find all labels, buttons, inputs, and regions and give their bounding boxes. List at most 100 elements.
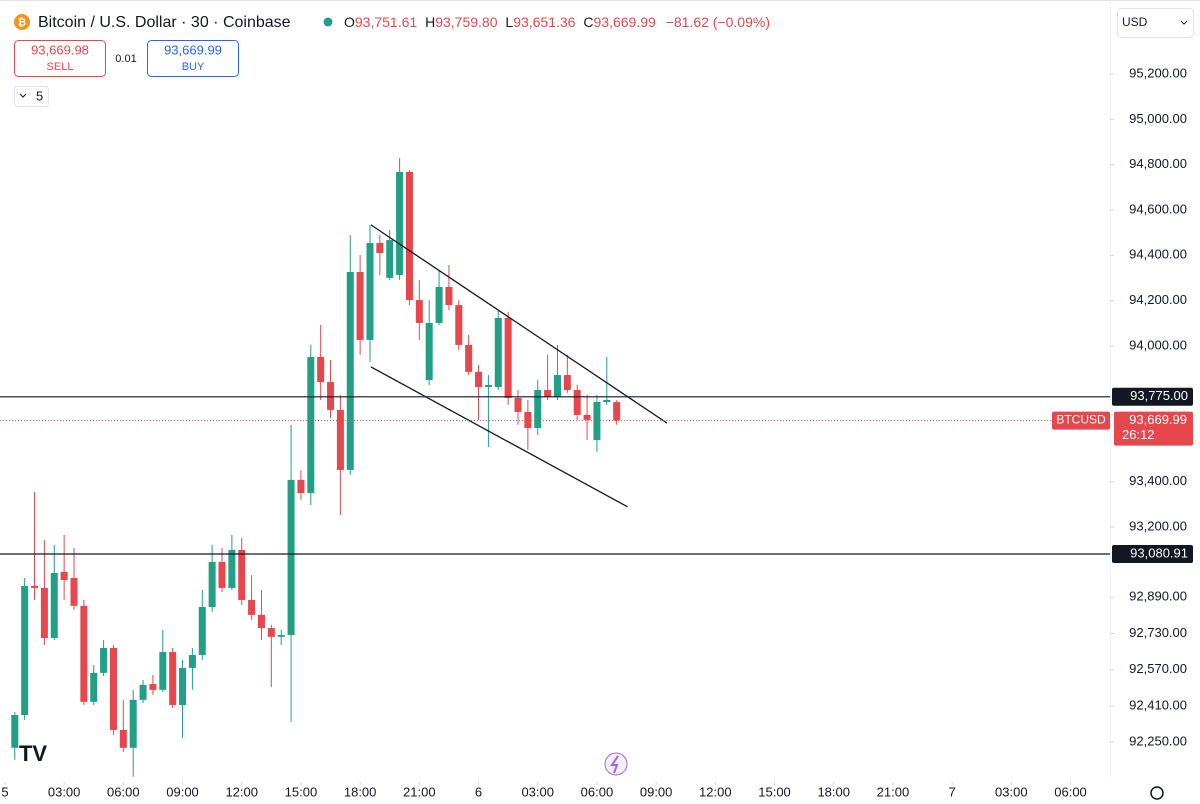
- candle-body: [484, 385, 492, 388]
- logo: TV: [19, 741, 47, 766]
- x-tick-label: 18:00: [344, 784, 377, 799]
- level-label: 93,775.00: [1130, 388, 1188, 403]
- x-tick-label: 03:00: [521, 784, 554, 799]
- dropdown-box[interactable]: [14, 86, 49, 107]
- candle-body: [396, 171, 404, 275]
- settings-icon[interactable]: [1150, 786, 1164, 800]
- sell-button[interactable]: 93,669.98 SELL: [14, 40, 106, 77]
- ohlc-value: 93,751.61: [355, 14, 417, 30]
- interval-dropdown[interactable]: 5: [14, 86, 49, 107]
- candle-body: [50, 572, 58, 638]
- x-tick-label: 15:00: [758, 784, 791, 799]
- candle-body: [188, 654, 196, 668]
- candle-body: [544, 390, 552, 398]
- candle-body: [563, 375, 571, 390]
- chevron[interactable]: [1180, 20, 1188, 25]
- price-box: [1114, 411, 1193, 446]
- symbol-label: BTCUSD: [1056, 413, 1106, 427]
- y-tick-label: 95,000.00: [1129, 111, 1187, 126]
- y-tick-label: 92,410.00: [1129, 697, 1187, 712]
- candle-body: [553, 375, 561, 398]
- candle-body: [60, 571, 68, 581]
- candle-body: [376, 243, 384, 253]
- ohlc-value: 93,669.99: [594, 14, 656, 30]
- candle-body: [514, 397, 522, 412]
- x-tick-label: 03:00: [48, 784, 81, 799]
- sell-box[interactable]: [14, 40, 106, 77]
- spread: 0.01: [115, 53, 136, 65]
- level-label-box: [1112, 544, 1193, 563]
- countdown: 26:12: [1122, 427, 1155, 442]
- candle-body: [297, 479, 305, 494]
- x-tick-label: 03:00: [995, 784, 1028, 799]
- candle-body: [613, 402, 621, 421]
- candle-body: [336, 409, 344, 470]
- assistant-glyph[interactable]: [610, 755, 619, 774]
- ohlc-value: 93,651.36: [513, 14, 575, 30]
- x-tick-label: 5: [1, 784, 8, 799]
- ohlc-value: 93,759.80: [435, 14, 497, 30]
- candle-body: [475, 371, 483, 388]
- market-status: [323, 17, 333, 27]
- buy-button[interactable]: 93,669.99 BUY: [147, 40, 239, 77]
- ohlc-key: H: [425, 14, 435, 30]
- chevron[interactable]: [19, 93, 27, 98]
- candle-body: [90, 672, 98, 702]
- x-tick-label: 09:00: [640, 784, 673, 799]
- candle-body: [455, 305, 463, 345]
- candle-body: [139, 684, 147, 700]
- y-tick-label: 94,400.00: [1129, 247, 1187, 262]
- candle-body: [504, 317, 512, 398]
- y-tick-label: 92,730.00: [1129, 625, 1187, 640]
- x-tick-label: 06:00: [107, 784, 140, 799]
- candle-body: [11, 715, 19, 748]
- candle-body: [524, 411, 532, 429]
- candle-body: [494, 317, 502, 388]
- candle-body: [534, 390, 542, 429]
- x-tick-label: 6: [475, 784, 482, 799]
- x-tick-label: 12:00: [225, 784, 258, 799]
- candle-body: [603, 399, 611, 403]
- ohlc-key: C: [583, 14, 593, 30]
- symbol-box: [1052, 411, 1110, 430]
- buy-box[interactable]: [147, 40, 239, 77]
- coin-icon: [14, 14, 30, 30]
- candle-body: [228, 549, 236, 588]
- x-tick-label: 7: [949, 784, 956, 799]
- dropdown-box[interactable]: [1117, 8, 1194, 38]
- candle-body: [415, 300, 423, 323]
- interval-value[interactable]: 5: [36, 88, 43, 103]
- y-tick-label: 92,250.00: [1129, 734, 1187, 749]
- ohlc-key: O: [344, 14, 355, 30]
- sell-label[interactable]: SELL: [47, 61, 74, 73]
- candle-body: [573, 390, 581, 415]
- trendline: [370, 224, 668, 424]
- x-tick-label: 09:00: [166, 784, 199, 799]
- candle-body: [366, 243, 374, 340]
- candle-body: [583, 414, 591, 420]
- change: −81.62 (−0.09%): [666, 14, 770, 30]
- y-tick-label: 92,570.00: [1129, 661, 1187, 676]
- candle-body: [248, 599, 256, 615]
- y-tick-label: 94,600.00: [1129, 201, 1187, 216]
- candle-body: [277, 635, 285, 637]
- y-tick-label: 94,000.00: [1129, 337, 1187, 352]
- candle-body: [21, 585, 29, 715]
- sell-price[interactable]: 93,669.98: [31, 42, 89, 57]
- candle-body: [179, 667, 187, 706]
- candle-body: [405, 171, 413, 301]
- candle-body: [100, 647, 108, 673]
- level-label: 93,080.91: [1130, 545, 1188, 560]
- candle-body: [287, 479, 295, 636]
- x-tick-label: 15:00: [285, 784, 318, 799]
- candle-body: [169, 652, 177, 706]
- buy-price[interactable]: 93,669.99: [164, 42, 222, 57]
- candle-body: [198, 606, 206, 655]
- y-tick-label: 93,200.00: [1129, 518, 1187, 533]
- currency[interactable]: USD: [1122, 15, 1148, 29]
- buy-label[interactable]: BUY: [182, 61, 205, 73]
- currency-dropdown[interactable]: USD: [1117, 8, 1194, 38]
- candle-body: [159, 652, 167, 690]
